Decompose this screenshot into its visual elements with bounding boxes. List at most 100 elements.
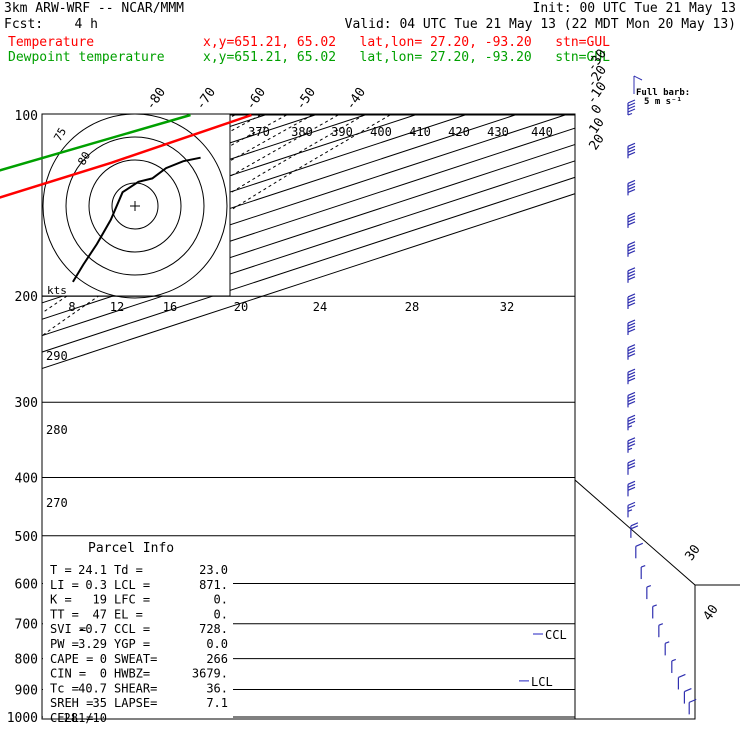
barb-flag bbox=[627, 145, 636, 150]
parcel-field-value: 3679. bbox=[192, 667, 228, 681]
barb-flag bbox=[627, 414, 636, 419]
parcel-field-value: 23.0 bbox=[199, 563, 228, 577]
parcel-field-label: K = bbox=[50, 593, 72, 607]
hodograph-ring bbox=[42, 113, 228, 299]
hodograph-ring bbox=[88, 159, 182, 253]
wind-barb bbox=[627, 368, 636, 385]
pressure-label: 900 bbox=[15, 683, 38, 698]
barb-flag bbox=[627, 108, 636, 113]
barb-flag bbox=[684, 688, 692, 693]
barb-flag bbox=[627, 182, 636, 187]
barb-flag bbox=[627, 391, 636, 396]
isotherm-label: 40 bbox=[700, 602, 721, 623]
theta-label: 410 bbox=[409, 125, 431, 139]
barb-half bbox=[652, 604, 657, 608]
barb-flag bbox=[627, 353, 636, 358]
barb-flag bbox=[627, 276, 636, 281]
parcel-field-value: 871. bbox=[199, 578, 228, 592]
wind-barb bbox=[627, 267, 636, 283]
wind-barb bbox=[627, 480, 636, 497]
barb-flag bbox=[627, 241, 636, 246]
parcel-field-value: 0 bbox=[100, 652, 107, 666]
wind-barb bbox=[688, 698, 697, 715]
barb-flag bbox=[627, 273, 636, 278]
valid-time: Valid: 04 UTC Tue 21 May 13 (22 MDT Mon … bbox=[344, 17, 736, 32]
theta-label: 390 bbox=[331, 125, 353, 139]
wind-barb bbox=[627, 212, 636, 228]
barb-flag bbox=[627, 462, 636, 467]
wind-barb bbox=[652, 604, 657, 619]
parcel-field-label: LI = bbox=[50, 578, 79, 592]
barb-flag bbox=[627, 328, 636, 333]
wind-barb bbox=[627, 414, 636, 431]
barb-flag bbox=[627, 185, 636, 190]
barb-flag bbox=[627, 325, 636, 330]
barb-flag bbox=[627, 293, 636, 298]
barb-flag bbox=[627, 302, 636, 307]
hodograph-speed-label: 32 bbox=[500, 300, 514, 314]
wind-barb bbox=[627, 391, 636, 408]
parcel-field-label: YGP = bbox=[114, 637, 150, 651]
parcel-field-label: CELL = bbox=[50, 711, 93, 725]
lcl-label: LCL bbox=[531, 675, 553, 689]
parcel-field-value: 47 bbox=[93, 607, 107, 621]
barb-flag bbox=[627, 105, 636, 110]
hodograph-speed-label: 20 bbox=[234, 300, 248, 314]
parcel-field-label: LAPSE= bbox=[114, 696, 157, 710]
barb-title: Full barb: bbox=[636, 88, 690, 98]
barb-flag bbox=[627, 322, 636, 327]
barb-flag bbox=[627, 244, 636, 249]
wind-barb bbox=[683, 688, 692, 704]
barb-flag bbox=[627, 420, 636, 425]
barb-flag bbox=[627, 179, 636, 184]
wind-barb bbox=[677, 673, 686, 690]
barb-flag bbox=[627, 347, 636, 352]
isotherm-label: -50 bbox=[293, 85, 319, 113]
parcel-field-value: 0.3 bbox=[85, 578, 107, 592]
wind-barb bbox=[627, 179, 636, 196]
parcel-field-value: 24.1 bbox=[78, 563, 107, 577]
barb-half bbox=[646, 585, 652, 588]
theta-label: 420 bbox=[448, 125, 470, 139]
barb-half bbox=[658, 623, 664, 626]
barb-flag bbox=[627, 486, 636, 491]
parcel-info-title: Parcel Info bbox=[88, 541, 174, 556]
wind-barb bbox=[627, 142, 636, 159]
isotherm-label: 30 bbox=[682, 542, 703, 563]
barb-flag bbox=[627, 374, 636, 379]
parcel-field-label: SWEAT= bbox=[114, 652, 157, 666]
temperature-legend: Temperature bbox=[8, 35, 95, 50]
barb-flag bbox=[627, 215, 636, 220]
model-title: 3km ARW-WRF -- NCAR/MMM bbox=[4, 1, 185, 16]
barb-flag bbox=[627, 368, 636, 373]
parcel-field-label: SHEAR= bbox=[114, 681, 157, 695]
parcel-field-label: CIN = bbox=[50, 667, 86, 681]
parcel-field-label: CAPE = bbox=[50, 652, 93, 666]
wind-barb bbox=[627, 319, 636, 336]
wind-barb bbox=[627, 501, 636, 518]
barb-flag bbox=[627, 188, 636, 193]
barb-flag bbox=[627, 212, 636, 217]
barb-flag bbox=[627, 296, 636, 301]
barb-flag bbox=[627, 350, 636, 355]
hodograph-speed-label: 16 bbox=[163, 300, 177, 314]
barb-half bbox=[671, 658, 677, 662]
barb-panel-frame bbox=[574, 114, 696, 720]
pressure-label: 800 bbox=[15, 653, 38, 668]
parcel-info-bg bbox=[43, 537, 233, 718]
parcel-field-value: 728. bbox=[199, 622, 228, 636]
barb-flag bbox=[627, 250, 636, 255]
forecast-hour: Fcst: 4 h bbox=[4, 17, 98, 32]
hodograph-ring bbox=[65, 136, 205, 276]
isotherm-label: 10 bbox=[586, 115, 607, 136]
parcel-field-label: CCL = bbox=[114, 622, 150, 636]
wind-barb bbox=[627, 344, 636, 360]
barb-sample bbox=[633, 75, 643, 81]
barb-flag bbox=[627, 267, 636, 272]
pressure-label: 200 bbox=[15, 290, 38, 305]
barb-half bbox=[627, 447, 633, 451]
isotherm-label: 20 bbox=[586, 132, 607, 153]
isotherm-line bbox=[0, 115, 15, 717]
pressure-label: 500 bbox=[15, 530, 38, 545]
parcel-field-value: 7.1 bbox=[206, 696, 228, 710]
